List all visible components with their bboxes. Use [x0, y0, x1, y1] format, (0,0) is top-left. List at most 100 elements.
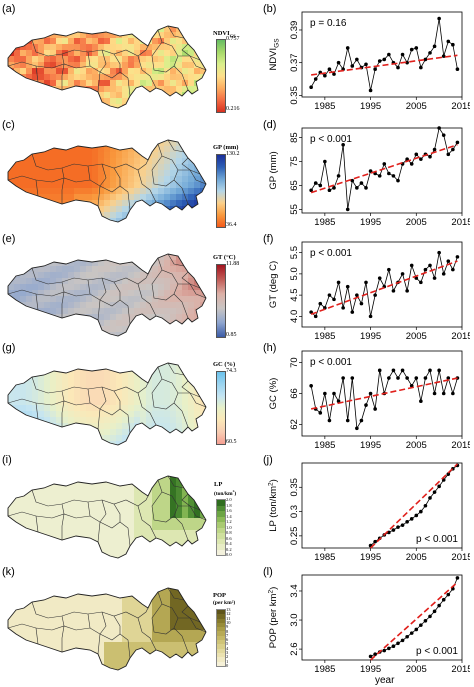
ndvi-region-boundary	[99, 49, 131, 97]
gp-legend-min: 36.4	[226, 222, 237, 228]
pop-legend-swatch	[217, 661, 225, 666]
y-tick-label: 0.39	[289, 21, 300, 40]
x-tick-label: 2005	[406, 664, 427, 675]
gp-region-boundary	[61, 167, 65, 204]
data-point	[419, 65, 423, 70]
x-tick-label: 1995	[360, 101, 381, 112]
gt-region-boundary	[99, 277, 131, 325]
data-point	[441, 54, 446, 58]
gt-legend-title: GT (°C)	[213, 254, 236, 261]
pop-region-boundary	[61, 615, 65, 652]
y-tick-label: 62	[289, 419, 300, 430]
lp-region-boundary	[35, 515, 39, 533]
plot-frame	[301, 127, 463, 214]
p-value-annotation: p < 0.001	[310, 357, 352, 368]
data-point	[441, 597, 446, 602]
data-point	[318, 411, 323, 415]
series-line	[310, 369, 458, 430]
data-point	[446, 376, 451, 380]
data-point	[387, 267, 391, 272]
data-point	[332, 391, 336, 396]
data-point	[332, 186, 336, 190]
gp-map-outline	[7, 139, 207, 223]
data-point	[423, 57, 428, 62]
pop-region-boundary	[35, 627, 39, 645]
data-point	[382, 648, 387, 653]
lp-legend-swatch	[217, 533, 225, 539]
data-point	[336, 399, 341, 404]
x-tick-label: 1995	[360, 664, 381, 675]
data-point	[355, 426, 359, 431]
data-point	[373, 652, 377, 656]
plot-frame	[301, 574, 463, 661]
data-point	[341, 306, 345, 310]
lp-legend-swatch	[217, 549, 225, 555]
data-point	[400, 368, 405, 373]
data-point	[309, 85, 313, 89]
data-point	[359, 181, 364, 185]
y-axis-label: GC (%)	[268, 378, 279, 410]
y-tick-label: 4.5	[289, 289, 300, 302]
data-point	[409, 263, 414, 268]
panel-label-c: (c)	[2, 119, 15, 131]
x-tick-label: 1985	[314, 217, 335, 228]
gt-map-outline	[7, 253, 207, 337]
panel-label-l: (l)	[263, 566, 273, 578]
lp-legend-swatch	[217, 522, 225, 528]
data-point	[419, 509, 423, 514]
pop-legend-tick: 2	[226, 654, 229, 660]
data-point	[455, 67, 460, 72]
pop-legend-tick: 11	[226, 615, 231, 621]
pop-time-series-chart: 1985 1995 2005 2015 2.6 3.0 3.4 POP (per km2) p …	[268, 574, 470, 675]
data-point	[382, 162, 387, 166]
x-tick-label: 1985	[314, 440, 335, 451]
y-tick-label: 65	[289, 180, 300, 191]
data-point	[391, 174, 396, 178]
y-axis-label: GT (deg C)	[268, 261, 279, 308]
x-tick-label: 2005	[406, 217, 427, 228]
data-point	[441, 133, 446, 137]
data-point	[409, 631, 414, 635]
data-point	[432, 490, 437, 494]
ndvi-legend-max: 0.757	[226, 36, 240, 42]
data-point	[428, 614, 432, 619]
lp-legend-tick: 0.2	[226, 546, 232, 552]
x-tick-label: 2015	[451, 217, 470, 228]
data-point	[387, 52, 391, 57]
gp-region-boundary	[137, 169, 157, 203]
lp-legend-tick: 1.4	[226, 513, 232, 519]
gp-region-boundary	[181, 157, 207, 185]
y-tick-label: 0.35	[289, 86, 300, 105]
data-point	[382, 57, 387, 62]
x-tick-label: 2005	[406, 101, 427, 112]
x-tick-label: 1995	[360, 217, 381, 228]
pop-region-boundary	[151, 603, 175, 635]
lp-region-boundary	[151, 491, 175, 523]
lp-legend-tick: 0.4	[226, 541, 232, 546]
data-point	[368, 88, 373, 93]
lp-region-boundary	[113, 503, 121, 522]
gc-map-outline	[7, 362, 207, 446]
lp-legend-tick: 2.0	[226, 497, 232, 502]
pop-legend-tick: 13	[226, 607, 231, 612]
data-point	[432, 609, 437, 614]
gp-region-boundary	[35, 179, 39, 197]
data-point	[350, 178, 355, 183]
ndvi-region-boundary	[113, 53, 121, 72]
data-point	[332, 297, 336, 302]
data-point	[364, 62, 368, 67]
data-point	[396, 65, 400, 70]
lp-legend-swatch	[217, 527, 225, 533]
pop-legend-swatch	[217, 618, 225, 623]
data-point	[345, 207, 350, 212]
data-point	[405, 376, 409, 380]
gc-time-series-chart: 1985 1995 2005 2015 62 66 70 GC (%) p < 0.001	[268, 350, 470, 451]
data-point	[446, 39, 451, 44]
data-point	[451, 267, 455, 272]
data-point	[391, 289, 396, 293]
data-point	[423, 618, 428, 623]
gt-region-boundary	[151, 269, 175, 301]
gc-region-boundary	[87, 388, 91, 404]
pop-legend-unit: (per km²)	[213, 600, 236, 606]
data-point	[414, 46, 419, 50]
